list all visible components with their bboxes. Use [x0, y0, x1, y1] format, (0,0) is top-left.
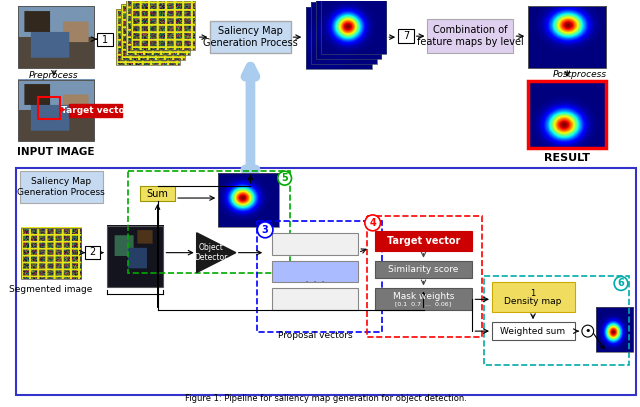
Bar	[107, 226, 163, 287]
Bar	[128, 171, 289, 273]
Bar	[140, 186, 175, 201]
Bar	[374, 231, 472, 251]
Bar	[428, 19, 513, 53]
Bar	[272, 289, 358, 310]
Bar	[316, 0, 381, 59]
Text: 4: 4	[369, 218, 376, 228]
Polygon shape	[196, 233, 236, 273]
Text: Target vector: Target vector	[61, 106, 129, 115]
Bar	[20, 171, 103, 203]
Bar	[272, 260, 358, 282]
Text: Postprocess: Postprocess	[553, 70, 607, 79]
Text: Similarity score: Similarity score	[388, 265, 459, 274]
Text: 1: 1	[531, 289, 536, 298]
Text: 2: 2	[89, 247, 95, 257]
Text: 5: 5	[282, 173, 288, 183]
Bar	[257, 221, 383, 332]
Text: Saliency Map
Generation Process: Saliency Map Generation Process	[17, 177, 104, 197]
Bar	[20, 228, 81, 280]
Bar	[38, 97, 60, 118]
Bar	[398, 29, 413, 43]
Bar	[528, 81, 606, 149]
Bar	[18, 80, 94, 141]
Text: Sum: Sum	[147, 188, 168, 199]
Text: Proposal vectors: Proposal vectors	[278, 330, 352, 339]
Bar	[367, 216, 482, 337]
Text: 7: 7	[403, 31, 409, 41]
Text: [0.1  0.7  ...  0.06]: [0.1 0.7 ... 0.06]	[396, 302, 452, 307]
Bar	[596, 307, 633, 352]
Bar	[528, 7, 606, 68]
Bar	[16, 168, 636, 395]
Text: Target vector: Target vector	[387, 236, 460, 246]
Circle shape	[582, 325, 594, 337]
Text: INPUT IMAGE: INPUT IMAGE	[17, 147, 95, 158]
Bar	[85, 246, 100, 258]
Text: 6: 6	[618, 278, 625, 289]
Bar	[122, 4, 185, 60]
Circle shape	[257, 222, 273, 238]
Bar	[311, 2, 376, 64]
Circle shape	[614, 276, 628, 291]
Text: RESULT: RESULT	[544, 153, 590, 163]
Bar	[272, 233, 358, 255]
Text: Figure 1: Pipeline for saliency map generation for object detection.: Figure 1: Pipeline for saliency map gene…	[185, 394, 467, 403]
Bar	[321, 0, 387, 54]
Text: Segmented image: Segmented image	[10, 285, 93, 294]
Bar	[68, 104, 122, 116]
Text: Saliency Map
Generation Process: Saliency Map Generation Process	[203, 26, 298, 48]
Bar	[218, 173, 279, 227]
Text: 1: 1	[102, 35, 108, 45]
Text: Preprocess: Preprocess	[29, 71, 79, 80]
Bar	[116, 9, 180, 65]
Text: Density map: Density map	[504, 297, 562, 306]
Bar	[306, 7, 372, 69]
Text: Weighted sum: Weighted sum	[500, 327, 566, 336]
Circle shape	[365, 215, 381, 231]
Text: 3: 3	[262, 225, 269, 235]
Bar	[211, 21, 291, 53]
Text: Mask weights: Mask weights	[393, 292, 454, 301]
Bar	[126, 0, 190, 55]
Bar	[374, 289, 472, 310]
Bar	[374, 260, 472, 278]
Bar	[492, 282, 575, 312]
Text: Combination of
feature maps by level: Combination of feature maps by level	[417, 25, 524, 47]
Text: . . .: . . .	[305, 272, 325, 285]
Circle shape	[278, 171, 291, 185]
Text: Object
Detector: Object Detector	[195, 243, 228, 263]
Bar	[492, 322, 575, 340]
Bar	[484, 276, 629, 365]
Bar	[97, 33, 113, 46]
Bar	[18, 7, 94, 68]
Bar	[131, 0, 195, 50]
Text: •: •	[584, 326, 591, 336]
